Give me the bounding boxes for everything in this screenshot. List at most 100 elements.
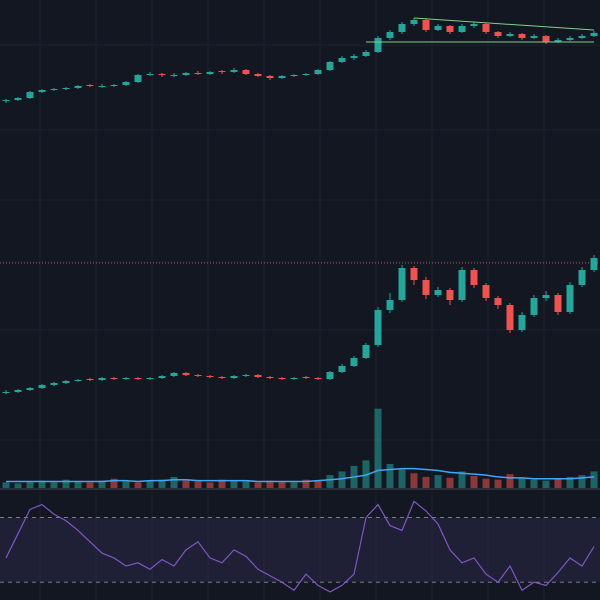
volume-bar bbox=[506, 474, 514, 488]
candle-body bbox=[98, 378, 106, 380]
volume-bar bbox=[38, 480, 46, 488]
candle-body bbox=[134, 75, 142, 82]
volume-bar bbox=[374, 408, 382, 488]
candle-body bbox=[122, 378, 130, 379]
candle-body bbox=[86, 85, 94, 86]
candle-body bbox=[98, 86, 106, 87]
candle-body bbox=[302, 377, 310, 378]
candle-body bbox=[326, 62, 334, 70]
candle-body bbox=[194, 375, 202, 376]
candle-body bbox=[314, 378, 322, 379]
volume-bar bbox=[314, 480, 322, 488]
candle-body bbox=[110, 85, 118, 86]
candle-body bbox=[290, 378, 298, 379]
candle-body bbox=[398, 268, 406, 300]
candle-body bbox=[362, 52, 370, 56]
candle-body bbox=[110, 378, 118, 379]
candle-body bbox=[26, 92, 34, 98]
candle-body bbox=[302, 74, 310, 75]
candle-body bbox=[230, 376, 238, 378]
volume-bar bbox=[326, 475, 334, 488]
candle-body bbox=[506, 34, 514, 36]
candle-body bbox=[422, 280, 430, 295]
candle-body bbox=[398, 24, 406, 32]
candle-body bbox=[350, 56, 358, 58]
volume-bar bbox=[278, 481, 286, 488]
candle-body bbox=[50, 383, 58, 385]
candle-body bbox=[26, 388, 34, 390]
candle-body bbox=[518, 34, 526, 38]
candle-body bbox=[62, 381, 70, 383]
candle-body bbox=[410, 20, 418, 24]
volume-bar bbox=[422, 476, 430, 488]
candle-body bbox=[278, 76, 286, 78]
volume-bar bbox=[458, 471, 466, 488]
candle-body bbox=[2, 100, 10, 101]
candle-body bbox=[38, 385, 46, 388]
candle-body bbox=[590, 33, 598, 36]
candle-body bbox=[494, 298, 502, 305]
rsi-band bbox=[0, 517, 600, 583]
candle-body bbox=[494, 32, 502, 36]
volume-bar bbox=[542, 480, 550, 488]
volume-bar bbox=[194, 481, 202, 488]
volume-bar bbox=[170, 476, 178, 488]
volume-bar bbox=[2, 482, 10, 488]
candle-body bbox=[326, 372, 334, 379]
candle-body bbox=[158, 74, 166, 75]
candle-body bbox=[206, 376, 214, 377]
volume-bar bbox=[242, 481, 250, 488]
candle-body bbox=[230, 70, 238, 72]
candle-body bbox=[458, 26, 466, 32]
volume-bar bbox=[494, 479, 502, 488]
candle-body bbox=[182, 373, 190, 375]
volume-bar bbox=[446, 477, 454, 488]
candle-body bbox=[554, 295, 562, 312]
candle-body bbox=[158, 376, 166, 378]
candle-body bbox=[194, 73, 202, 74]
candle-body bbox=[74, 380, 82, 381]
candle-body bbox=[350, 358, 358, 366]
candle-body bbox=[554, 40, 562, 42]
candle-body bbox=[242, 375, 250, 376]
volume-bar bbox=[182, 480, 190, 488]
candle-body bbox=[38, 90, 46, 92]
volume-bar bbox=[74, 481, 82, 488]
candle-body bbox=[206, 72, 214, 74]
candle-body bbox=[386, 32, 394, 38]
volume-bar bbox=[50, 482, 58, 488]
candle-body bbox=[566, 38, 574, 40]
candle-body bbox=[590, 258, 598, 270]
candle-body bbox=[254, 375, 262, 377]
volume-bar bbox=[14, 483, 22, 488]
candle-body bbox=[278, 378, 286, 379]
candle-body bbox=[50, 89, 58, 90]
candle-body bbox=[218, 377, 226, 378]
volume-bar bbox=[86, 482, 94, 488]
candle-body bbox=[386, 300, 394, 310]
candle-body bbox=[374, 38, 382, 52]
candle-body bbox=[542, 295, 550, 298]
candle-body bbox=[518, 315, 526, 330]
volume-bar bbox=[518, 477, 526, 488]
candle-body bbox=[146, 74, 154, 75]
volume-bar bbox=[218, 479, 226, 488]
candle-body bbox=[218, 71, 226, 72]
candle-body bbox=[266, 76, 274, 78]
candle-body bbox=[170, 75, 178, 76]
candle-body bbox=[146, 378, 154, 379]
volume-bar bbox=[410, 473, 418, 488]
volume-bar bbox=[254, 482, 262, 488]
volume-bar bbox=[134, 482, 142, 488]
candle-body bbox=[362, 345, 370, 358]
candle-body bbox=[14, 390, 22, 392]
volume-bar bbox=[98, 480, 106, 488]
candle-body bbox=[374, 310, 382, 345]
candle-body bbox=[290, 75, 298, 76]
candle-body bbox=[242, 70, 250, 74]
volume-bar bbox=[530, 479, 538, 488]
candle-body bbox=[266, 377, 274, 378]
volume-bar bbox=[554, 478, 562, 488]
